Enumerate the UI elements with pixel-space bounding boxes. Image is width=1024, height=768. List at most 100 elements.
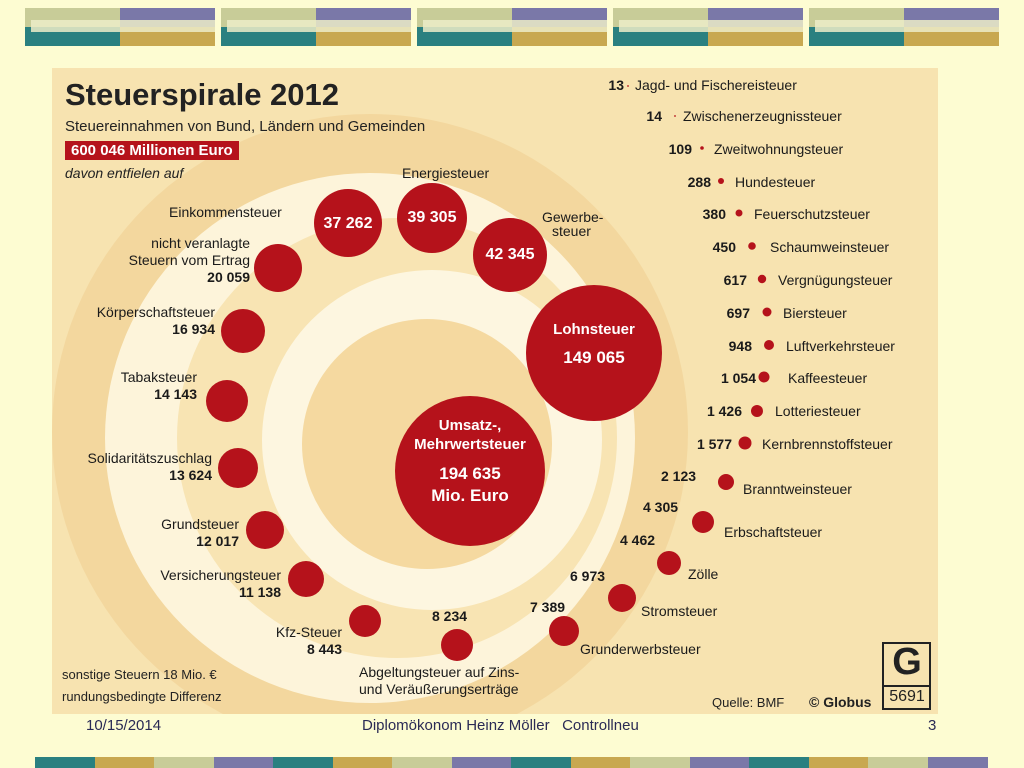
bubble-gewerbesteuer <box>473 218 547 292</box>
dot-luftverkehr <box>764 340 774 350</box>
small-tax-value: 948 <box>728 338 752 354</box>
lohnsteuer-label: Lohnsteuer 149 065 <box>553 321 635 367</box>
bubble-nicht-veranlagte <box>254 244 302 292</box>
einkommensteuer-label: Einkommensteuer <box>169 204 282 220</box>
abgeltung-value: 8 234 <box>432 608 468 624</box>
small-tax-value: 697 <box>726 305 750 321</box>
branntwein-value: 2 123 <box>661 468 697 484</box>
bubble-energiesteuer <box>397 183 467 253</box>
total-badge: 600 046 Millionen Euro <box>65 141 239 160</box>
decor-band <box>511 757 631 768</box>
small-tax-name: Vergnügungsteuer <box>778 272 893 288</box>
globus-logo-frame <box>882 642 931 710</box>
decor-band <box>809 8 999 46</box>
small-tax-name: Schaumweinsteuer <box>770 239 890 255</box>
soli-label: Solidaritätszuschlag 13 624 <box>87 450 212 483</box>
energiesteuer-value: 39 305 <box>407 209 457 226</box>
bubble-kfz <box>349 605 381 637</box>
small-tax-name: Lotteriesteuer <box>775 403 861 419</box>
dot-vergnuegung <box>757 274 767 284</box>
small-tax-value: 288 <box>687 174 711 190</box>
einkommensteuer-value: 37 262 <box>323 215 373 232</box>
bubble-versicherungsteuer <box>288 561 324 597</box>
bubble-zoelle <box>657 551 681 575</box>
decor-band <box>35 757 155 768</box>
bubble-erbschaft <box>692 511 714 533</box>
bubble-strom <box>608 584 636 612</box>
tabaksteuer-label: Tabaksteuer 14 143 <box>120 369 197 402</box>
bubble-koerperschaftsteuer <box>221 309 265 353</box>
footer-date: 10/15/2014 <box>86 717 162 734</box>
footer-text: Diplomökonom Heinz Möller Controllneu <box>362 717 639 734</box>
footer-page-number: 3 <box>928 717 937 734</box>
dot-schaumwein <box>748 242 756 250</box>
gewerbesteuer-label: Gewerbe- steuer <box>542 209 604 239</box>
publisher-text: © Globus <box>809 694 872 710</box>
decor-band <box>868 757 988 768</box>
bubble-abgeltung <box>441 629 473 661</box>
zoelle-label: Zölle <box>688 566 719 582</box>
decor-band <box>221 8 411 46</box>
grundsteuer-label: Grundsteuer 12 017 <box>161 516 239 549</box>
dot-feuerschutz <box>735 209 743 217</box>
decor-band <box>392 757 512 768</box>
versicherungsteuer-label: Versicherungsteuer 11 138 <box>160 567 281 600</box>
nicht-veranlagte-label: nicht veranlagte Steuern vom Ertrag 20 0… <box>128 235 250 285</box>
dot-jagd <box>627 85 629 87</box>
gewerbesteuer-value: 42 345 <box>485 246 535 263</box>
bubble-branntwein <box>718 474 734 490</box>
small-tax-value: 14 <box>646 108 662 124</box>
dot-bier <box>762 307 772 317</box>
bubble-grunderwerb <box>549 616 579 646</box>
infographic-subtitle: Steuereinnahmen von Bund, Ländern und Ge… <box>65 118 426 135</box>
dot-lotterie <box>751 405 763 417</box>
bubble-tabaksteuer <box>206 380 248 422</box>
decor-band <box>154 757 274 768</box>
note-other-taxes: sonstige Steuern 18 Mio. € <box>62 667 217 682</box>
spiral-graphic <box>52 85 931 714</box>
small-tax-value: 380 <box>702 206 726 222</box>
note-rounding: rundungsbedingte Differenz <box>62 689 222 704</box>
globus-logo-letter: G <box>892 641 922 683</box>
decor-band <box>613 8 803 46</box>
small-tax-name: Biersteuer <box>783 305 847 321</box>
small-tax-value: 617 <box>723 272 747 288</box>
small-tax-name: Zwischenerzeugnissteuer <box>683 108 842 124</box>
intro-text: davon entfielen auf <box>65 165 184 181</box>
energiesteuer-label: Energiesteuer <box>402 165 490 181</box>
small-tax-value: 1 577 <box>696 436 732 452</box>
small-tax-value: 13 <box>608 77 624 93</box>
small-tax-value: 450 <box>712 239 736 255</box>
decor-band <box>417 8 607 46</box>
bubble-lohnsteuer <box>526 285 662 421</box>
strom-value: 6 973 <box>570 568 606 584</box>
erbschaft-label: Erbschaftsteuer <box>724 524 823 540</box>
bubble-umsatzsteuer <box>395 396 545 546</box>
kfz-label: Kfz-Steuer 8 443 <box>275 624 342 657</box>
koerperschaftsteuer-label: Körperschaftsteuer 16 934 <box>96 304 215 337</box>
small-tax-value: 1 054 <box>720 370 756 386</box>
small-tax-value: 1 426 <box>706 403 742 419</box>
dot-kernbrennstoff <box>738 436 752 450</box>
decor-band <box>630 757 750 768</box>
decor-band <box>749 757 869 768</box>
small-tax-name: Kaffeesteuer <box>788 370 868 386</box>
infographic-title: Steuerspirale 2012 <box>65 77 340 112</box>
grunderwerb-value: 7 389 <box>530 599 566 615</box>
erbschaft-value: 4 305 <box>643 499 679 515</box>
top-decoration <box>0 0 1024 50</box>
source-text: Quelle: BMF <box>712 695 785 710</box>
globus-logo-number: 5691 <box>889 688 925 705</box>
grunderwerb-label: Grunderwerbsteuer <box>580 641 701 657</box>
branntwein-label: Branntweinsteuer <box>743 481 852 497</box>
small-tax-name: Kernbrennstoffsteuer <box>762 436 893 452</box>
small-tax-name: Hundesteuer <box>735 174 816 190</box>
strom-label: Stromsteuer <box>641 603 718 619</box>
dot-hunde <box>718 178 724 184</box>
small-tax-name: Jagd- und Fischereisteuer <box>635 77 797 93</box>
dot-zwischenerzeugnis <box>674 115 676 117</box>
bottom-decoration <box>0 757 1024 768</box>
small-tax-value: 109 <box>668 141 692 157</box>
bubble-grundsteuer <box>246 511 284 549</box>
zoelle-value: 4 462 <box>620 532 656 548</box>
